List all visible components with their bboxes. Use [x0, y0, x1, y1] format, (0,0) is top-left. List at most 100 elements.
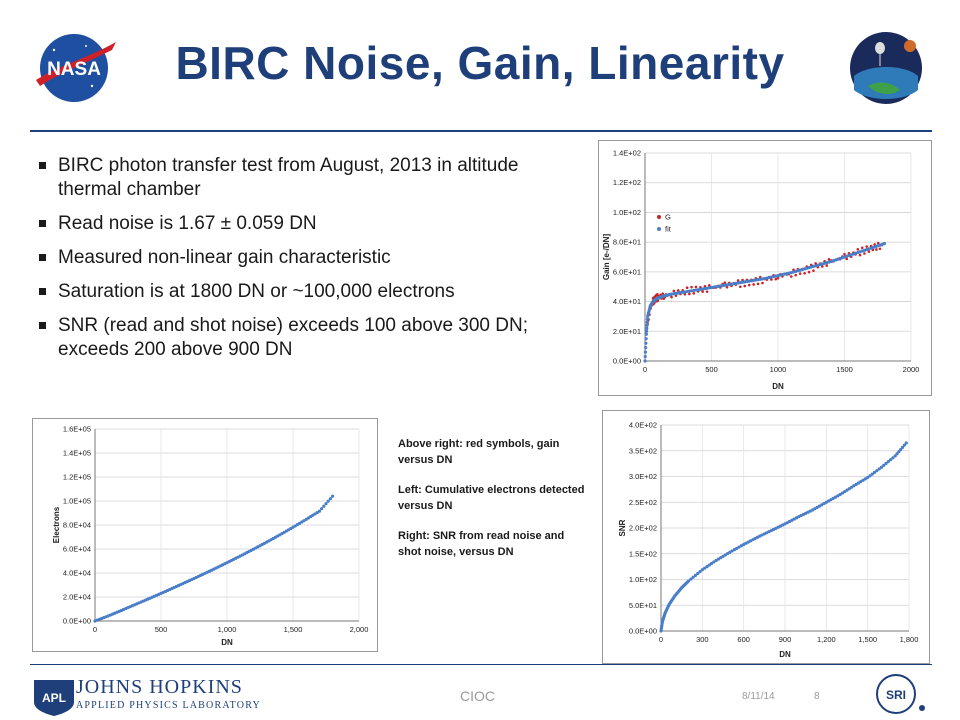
footer-divider	[30, 664, 932, 665]
y-tick-label: 4.0E+02	[629, 421, 657, 430]
gain-point	[701, 290, 704, 293]
bullet-item: BIRC photon transfer test from August, 2…	[36, 154, 576, 202]
data-point	[644, 346, 648, 350]
y-axis-label: Electrons	[52, 506, 61, 543]
gain-point	[770, 278, 773, 281]
gain-point	[875, 248, 878, 251]
gain-point	[863, 252, 866, 255]
title-divider	[30, 130, 932, 132]
note-snr: Right: SNR from read noise and shot nois…	[398, 530, 565, 558]
y-tick-label: 5.0E+01	[629, 601, 657, 610]
gain-point	[845, 257, 849, 261]
y-tick-label: 4.0E+01	[613, 297, 641, 306]
data-point	[875, 469, 879, 473]
data-point	[847, 487, 851, 491]
gain-point	[672, 289, 676, 293]
data-point	[322, 504, 326, 508]
x-tick-label: 1,800	[900, 635, 919, 644]
bullet-text: SNR (read and shot noise) exceeds 100 ab…	[58, 315, 528, 360]
gain-chart: 0.0E+00 2.0E+01 4.0E+01 6.0E+01 8.0E+01 1.0E+…	[598, 140, 932, 396]
x-tick-label: 300	[696, 635, 709, 644]
bullet-marker-icon	[39, 220, 46, 227]
y-tick-label: 2.5E+02	[629, 498, 657, 507]
data-point	[326, 499, 330, 503]
gain-point	[670, 295, 673, 299]
gain-point	[776, 276, 780, 280]
y-tick-label: 0.0E+00	[629, 627, 657, 636]
y-tick-label: 1.6E+05	[63, 425, 91, 434]
data-point	[705, 565, 709, 569]
y-tick-label: 1.4E+02	[613, 149, 641, 158]
data-point	[870, 472, 874, 476]
data-point	[645, 320, 649, 324]
bullet-marker-icon	[39, 322, 46, 329]
y-tick-label: 6.0E+01	[613, 267, 641, 276]
gain-point	[865, 245, 868, 248]
x-axis-label: DN	[221, 638, 233, 647]
y-tick-label: 1.5E+02	[629, 549, 657, 558]
bullet-item: Saturation is at 1800 DN or ~100,000 ele…	[36, 280, 576, 304]
data-point	[882, 242, 886, 246]
data-point	[838, 492, 842, 497]
apl-logo-text: APL	[42, 691, 66, 705]
data-point	[872, 470, 877, 474]
data-point	[866, 475, 870, 480]
y-tick-label: 1.2E+05	[63, 473, 91, 482]
data-point	[843, 490, 847, 494]
gain-point	[761, 281, 764, 285]
y-tick-label: 1.0E+05	[63, 497, 91, 506]
gain-point	[752, 283, 755, 286]
gain-point	[790, 275, 793, 278]
y-tick-label: 1.0E+02	[613, 208, 641, 217]
nasa-logo-text: NASA	[47, 59, 101, 80]
data-point	[645, 326, 649, 330]
gain-point	[827, 258, 831, 261]
x-tick-label: 900	[779, 635, 792, 644]
gain-point	[860, 246, 864, 250]
electrons-chart: 0.0E+00 2.0E+04 4.0E+04 6.0E+04 8.0E+04 1.0E+…	[32, 418, 378, 652]
data-point	[904, 441, 908, 445]
data-point	[879, 465, 884, 469]
gain-point	[856, 248, 860, 251]
data-point	[709, 561, 714, 566]
x-tick-label: 2,000	[350, 625, 369, 634]
y-tick-label: 4.0E+04	[63, 569, 91, 578]
gain-point	[792, 268, 795, 272]
gain-point	[676, 289, 680, 292]
data-point	[320, 507, 324, 511]
footer-center-label: CIOC	[460, 688, 495, 704]
x-tick-label: 0	[93, 625, 97, 634]
data-point	[712, 560, 716, 564]
data-point	[886, 459, 890, 464]
data-point	[698, 570, 702, 574]
data-point	[707, 563, 711, 567]
gain-point	[794, 273, 798, 277]
chart-notes: Above right: red symbols, gain versus DN…	[398, 436, 588, 574]
data-point	[644, 341, 648, 345]
nasa-logo: NASA	[36, 34, 116, 102]
gain-point	[867, 250, 871, 253]
x-tick-label: 1500	[836, 365, 853, 374]
apl-subtitle: APPLIED PHYSICS LABORATORY	[76, 700, 261, 711]
y-tick-label: 2.0E+02	[629, 524, 657, 533]
legend-marker	[657, 227, 661, 231]
gain-point	[688, 292, 691, 296]
data-point	[863, 477, 867, 481]
gain-point	[878, 247, 882, 251]
gain-point	[774, 277, 778, 281]
data-point	[877, 467, 881, 471]
data-point	[845, 488, 849, 492]
bullet-item: Measured non-linear gain characteristic	[36, 246, 576, 270]
x-tick-label: 1,200	[817, 635, 836, 644]
data-point	[849, 485, 854, 489]
data-point	[643, 359, 647, 363]
data-point	[689, 577, 693, 581]
gain-point	[739, 285, 742, 289]
data-point	[856, 481, 861, 485]
gain-point	[876, 241, 880, 245]
apl-logo: APL	[34, 680, 74, 716]
bullet-marker-icon	[39, 162, 46, 169]
gain-point	[736, 279, 740, 282]
data-point	[691, 575, 695, 579]
sri-logo-text: SRI	[886, 688, 906, 702]
